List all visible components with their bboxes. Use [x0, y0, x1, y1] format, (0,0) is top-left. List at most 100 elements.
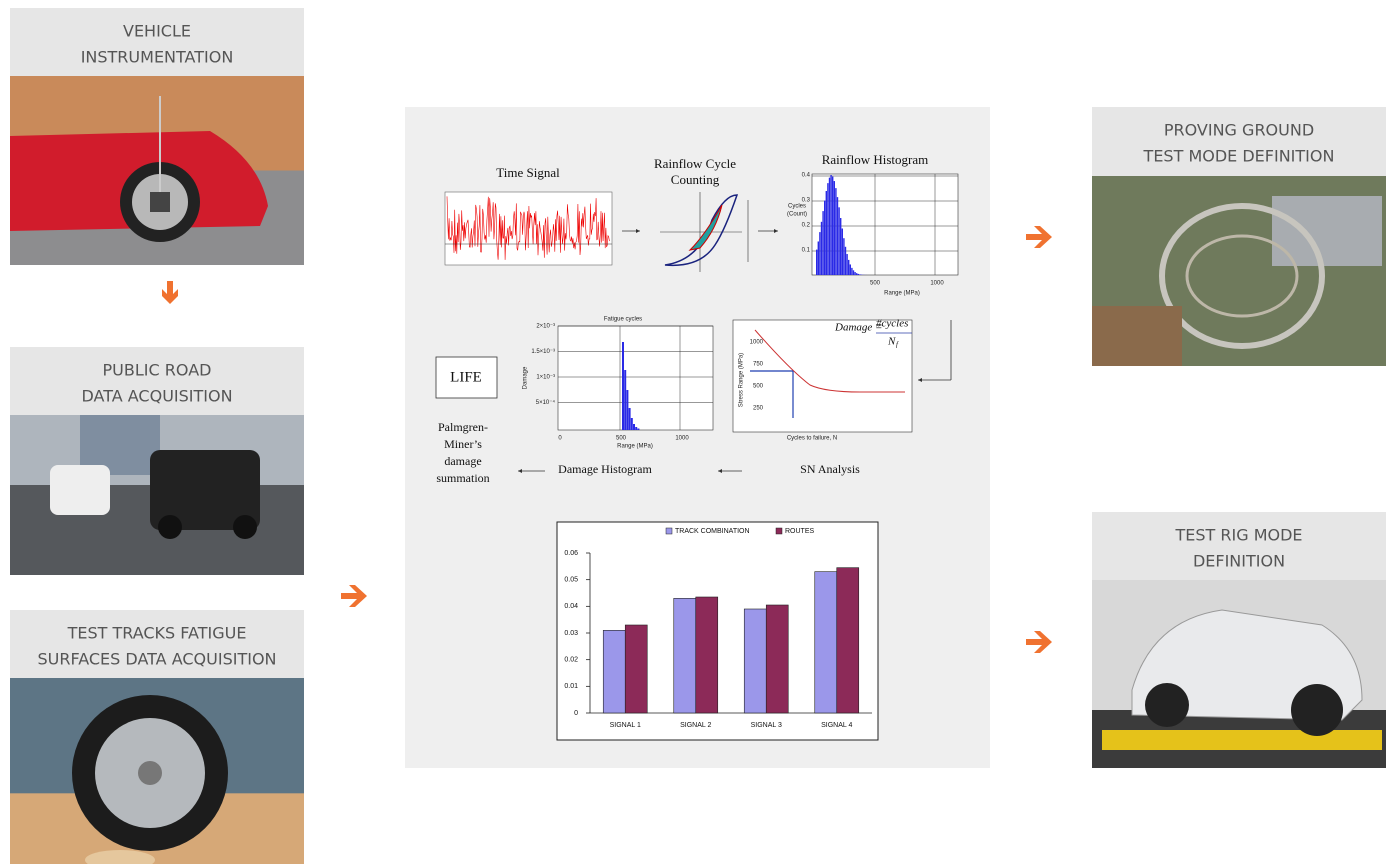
photo-part: [50, 465, 110, 515]
y-tick-label: 5×10⁻⁴: [536, 399, 556, 406]
step-title: TEST TRACKS FATIGUE: [67, 624, 247, 643]
y-tick-label: 0.03: [564, 630, 578, 637]
photo: [10, 678, 304, 864]
x-axis-label: Range (MPa): [617, 444, 653, 450]
fatigue-bar: [622, 342, 624, 430]
step-title: VEHICLE: [123, 22, 191, 41]
step-title: PUBLIC ROAD: [103, 361, 212, 380]
damage-histogram-label: Damage Histogram: [558, 462, 652, 476]
fatigue-bar: [637, 429, 639, 431]
palmgren-label: Palmgren-: [438, 420, 488, 434]
histogram-bar: [854, 272, 855, 275]
bar: [815, 572, 837, 713]
y-tick-label: 750: [753, 362, 764, 368]
palmgren-label: summation: [436, 471, 489, 485]
bar: [674, 598, 696, 713]
y-tick-label: 0.05: [564, 577, 578, 584]
legend-swatch: [776, 528, 782, 534]
photo: [10, 76, 304, 265]
photo: [1092, 176, 1386, 366]
fatigue-bar: [624, 370, 626, 430]
y-axis-label: Stress Range (MPa): [739, 353, 745, 407]
fatigue-bar: [631, 418, 633, 430]
y-tick-label: 0.02: [564, 657, 578, 664]
bar: [603, 630, 625, 713]
y-tick-label: 0.4: [802, 173, 811, 179]
histogram-bar: [856, 273, 857, 275]
flow-arrow: [1026, 226, 1052, 248]
bar: [744, 609, 766, 713]
histogram-bar: [842, 228, 843, 275]
histogram-bar: [830, 175, 831, 275]
rainflow-title: Counting: [671, 172, 720, 187]
sn-analysis-label: SN Analysis: [800, 462, 860, 476]
bar: [766, 605, 788, 713]
photo-part: [1291, 684, 1343, 736]
histogram-bar: [846, 254, 847, 275]
y-tick-label: 0.04: [564, 603, 578, 610]
legend-label: TRACK COMBINATION: [675, 528, 750, 535]
histogram-bar: [840, 218, 841, 275]
fatigue-bar: [629, 408, 631, 430]
fatigue-bar: [626, 390, 628, 430]
y-tick-label: 0.06: [564, 550, 578, 557]
bar: [696, 597, 718, 713]
photo-part: [158, 515, 182, 539]
y-tick-label: 2×10⁻³: [536, 324, 555, 330]
x-tick-label: SIGNAL 1: [610, 722, 641, 729]
histogram-title: Rainflow Histogram: [822, 152, 929, 167]
histogram-bar: [832, 177, 833, 275]
photo-scene: [1092, 176, 1386, 366]
x-tick-label: 500: [870, 281, 881, 287]
histogram-bar: [859, 274, 860, 275]
histogram-bar: [822, 211, 823, 275]
y-tick-label: 250: [753, 406, 764, 412]
photo-scene: [10, 678, 304, 864]
y-tick-label: 0.2: [802, 223, 811, 229]
histogram-bar: [848, 260, 849, 275]
palmgren-label: damage: [444, 454, 481, 468]
histogram-bar: [838, 207, 839, 275]
y-tick-label: 1.5×10⁻³: [531, 349, 555, 355]
sn-frame: [733, 320, 912, 432]
y-tick-label: 500: [753, 384, 764, 390]
y-axis-label: (Count): [787, 212, 807, 218]
flow-arrow: [1026, 631, 1052, 653]
y-axis-label: Damage: [523, 366, 529, 389]
histogram-bar: [850, 264, 851, 275]
photo-part: [1145, 683, 1189, 727]
bar: [837, 568, 859, 713]
rainflow-title: Rainflow Cycle: [654, 156, 736, 171]
x-tick-label: SIGNAL 3: [751, 722, 782, 729]
y-tick-label: 0: [574, 710, 578, 717]
histogram-bar: [837, 197, 838, 275]
photo: [1092, 580, 1386, 768]
fatigue-title: Fatigue cycles: [604, 317, 642, 323]
y-tick-label: 0.01: [564, 683, 578, 690]
photo-scene: [10, 76, 304, 265]
photo-part: [1102, 730, 1382, 750]
legend-label: ROUTES: [785, 528, 815, 535]
y-tick-label: 0.1: [802, 248, 811, 254]
photo-scene: [10, 415, 304, 575]
formula: #cycles: [876, 318, 908, 330]
step-title: TEST MODE DEFINITION: [1143, 147, 1335, 166]
step-title: TEST RIG MODE: [1174, 526, 1302, 545]
histogram-bar: [843, 238, 844, 275]
histogram-bar: [845, 247, 846, 275]
fatigue-frame: [558, 326, 713, 430]
histogram-bar: [821, 222, 822, 275]
y-tick-label: 1000: [750, 340, 764, 346]
histogram-bar: [858, 274, 859, 275]
x-axis-label: Cycles to failure, N: [787, 436, 837, 442]
bar: [625, 625, 647, 713]
step-title: PROVING GROUND: [1164, 121, 1314, 140]
formula: N: [887, 336, 896, 348]
histogram-bar: [851, 268, 852, 275]
flow-arrow: [162, 281, 178, 304]
histogram-bar: [819, 232, 820, 275]
histogram-bar: [826, 191, 827, 275]
histogram-bar: [824, 201, 825, 275]
flow-arrow: [341, 585, 367, 607]
palmgren-label: Miner’s: [444, 437, 482, 451]
